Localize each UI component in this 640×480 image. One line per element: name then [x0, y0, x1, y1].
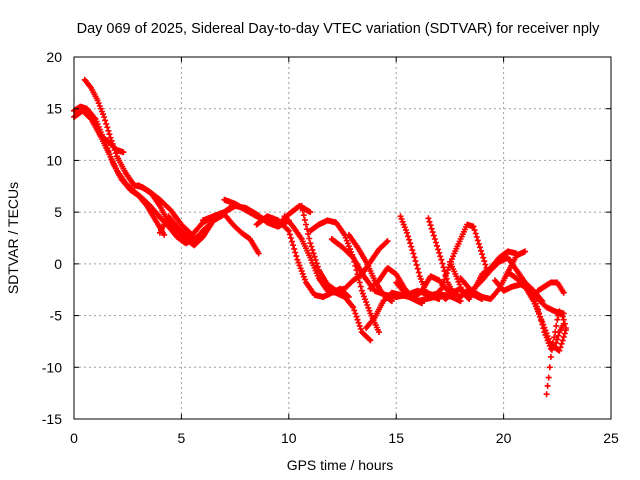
y-axis-ticks: -15 -10 -5 0 5 10 15 20 — [42, 49, 611, 427]
series-markers — [307, 217, 382, 336]
data-series — [96, 131, 127, 156]
series-markers — [221, 211, 262, 257]
y-tick-label: 0 — [54, 256, 62, 272]
data-series — [221, 211, 262, 257]
data-series — [156, 213, 215, 245]
data-series — [535, 279, 567, 296]
y-tick-label: -15 — [42, 411, 62, 427]
x-tick-label: 5 — [178, 430, 186, 446]
series-markers — [281, 213, 374, 344]
y-tick-label: 10 — [46, 152, 62, 168]
data-series — [298, 202, 391, 294]
data-series — [71, 103, 168, 238]
x-tick-label: 10 — [281, 430, 297, 446]
data-series — [281, 213, 374, 344]
grid-lines — [74, 57, 611, 419]
x-tick-label: 0 — [70, 430, 78, 446]
plot-frame — [73, 56, 612, 420]
series-markers — [535, 279, 567, 296]
data-points — [71, 76, 569, 398]
x-tick-label: 15 — [388, 430, 404, 446]
y-tick-label: -10 — [42, 359, 62, 375]
series-markers — [96, 131, 127, 156]
series-markers — [298, 202, 391, 294]
series-markers — [156, 213, 215, 245]
data-series — [307, 217, 382, 336]
y-tick-label: 20 — [46, 49, 62, 65]
y-axis-label: SDTVAR / TECUs — [5, 182, 21, 294]
series-markers — [71, 103, 168, 238]
y-tick-label: 5 — [54, 204, 62, 220]
x-tick-label: 20 — [496, 430, 512, 446]
x-tick-label: 25 — [603, 430, 619, 446]
y-tick-label: 15 — [46, 101, 62, 117]
data-series — [543, 308, 569, 398]
x-axis-ticks: 0 5 10 15 20 25 — [70, 57, 619, 446]
series-markers — [522, 279, 567, 352]
data-series — [431, 221, 490, 300]
series-markers — [543, 308, 569, 398]
series-markers — [431, 221, 490, 300]
data-series — [522, 279, 567, 352]
chart-title: Day 069 of 2025, Sidereal Day-to-day VTE… — [77, 21, 601, 37]
series-markers — [71, 107, 206, 247]
data-series — [71, 107, 206, 247]
x-axis-label: GPS time / hours — [287, 457, 394, 473]
y-tick-label: -5 — [50, 308, 63, 324]
